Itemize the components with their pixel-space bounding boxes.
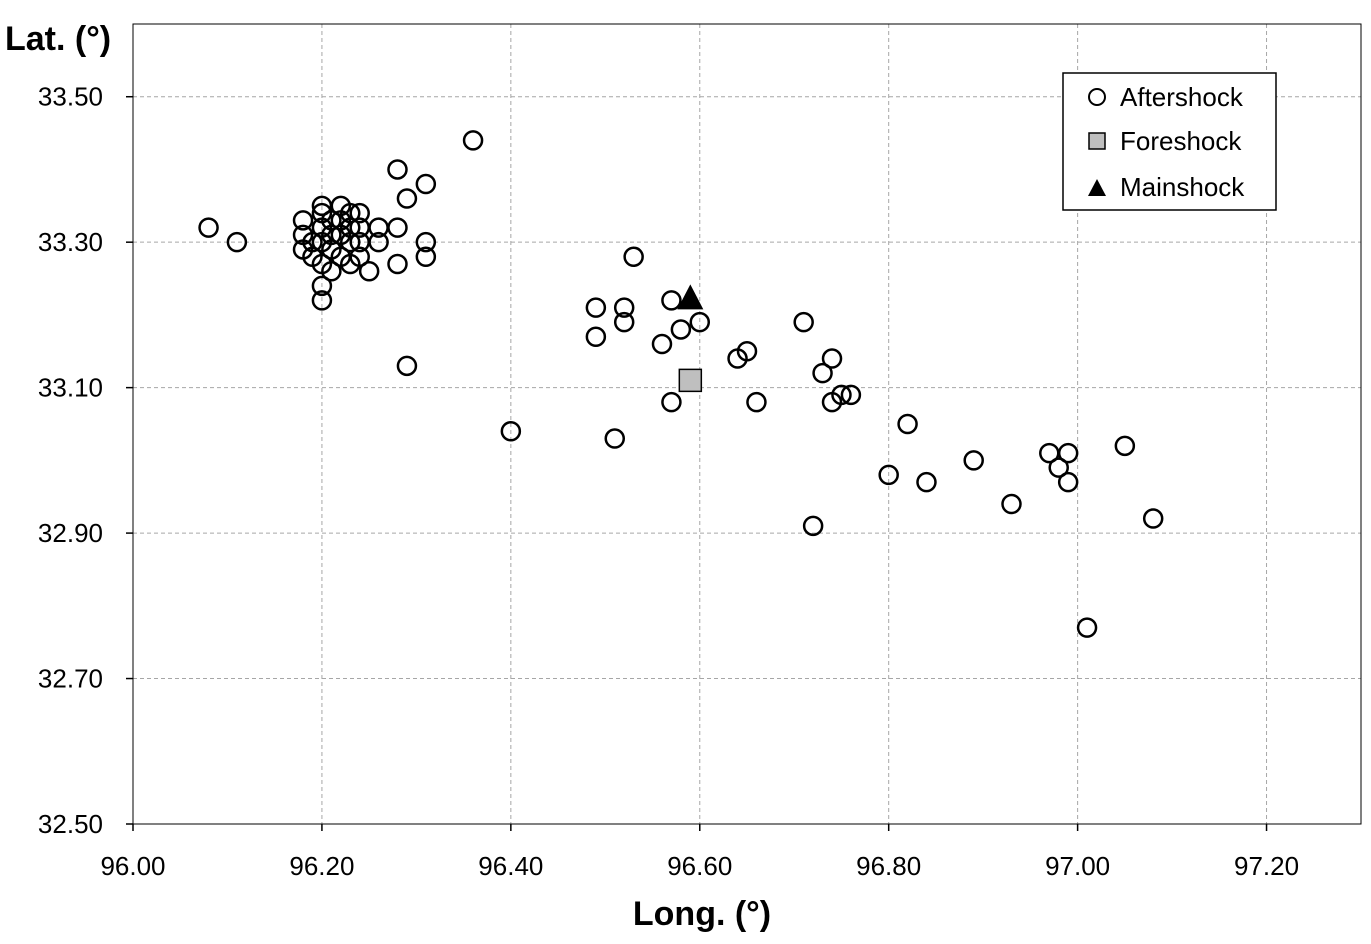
x-tick-label: 97.20 [1234, 851, 1299, 881]
y-tick-label: 32.90 [38, 518, 103, 548]
aftershock-point [585, 326, 607, 347]
aftershock-point [1114, 435, 1136, 457]
aftershock-point [623, 246, 644, 267]
x-axis-title: Long. (°) [633, 895, 771, 933]
aftershock-point [963, 450, 984, 471]
aftershock-point [670, 319, 692, 340]
aftershock-point [585, 297, 607, 318]
aftershock-point [311, 290, 333, 311]
y-tick-label: 33.10 [38, 373, 103, 403]
legend-foreshock-label: Foreshock [1120, 126, 1242, 156]
aftershock-point [736, 341, 758, 362]
aftershock-point [878, 464, 899, 486]
legend-aftershock-label: Aftershock [1120, 82, 1244, 112]
aftershock-point [349, 202, 370, 224]
aftershock-point [226, 231, 248, 253]
aftershock-point [340, 231, 361, 253]
aftershock-point [292, 210, 314, 231]
legend: Aftershock Foreshock Mainshock [1062, 72, 1277, 211]
aftershock-point [321, 261, 342, 282]
mainshock-point [677, 284, 704, 310]
aftershock-point [831, 384, 852, 406]
aftershock-point [661, 290, 682, 311]
aftershock-point [812, 362, 833, 384]
y-tick-label: 32.70 [38, 664, 103, 694]
aftershock-point [302, 231, 323, 253]
aftershock-point [1057, 471, 1079, 493]
aftershock-point [897, 413, 918, 435]
aftershock-point [604, 428, 626, 449]
aftershock-point [746, 391, 767, 413]
y-axis-ticks: 32.50 32.70 32.90 33.10 33.30 33.50 [38, 82, 133, 839]
aftershock-point [840, 384, 862, 406]
aftershock-point [368, 231, 389, 253]
aftershock-point [821, 348, 843, 369]
aftershock-point [387, 253, 408, 275]
aftershock-point [415, 173, 437, 195]
x-axis-ticks: 96.00 96.20 96.40 96.60 96.80 97.00 97.20 [100, 824, 1299, 881]
aftershock-point [793, 311, 814, 333]
x-tick-label: 96.80 [856, 851, 921, 881]
aftershock-point [415, 231, 437, 253]
aftershock-point [1001, 493, 1022, 515]
aftershock-point [1076, 617, 1098, 638]
aftershock-point [311, 275, 333, 297]
foreshock-point [678, 368, 703, 393]
aftershock-point [802, 515, 824, 537]
aftershock-point [613, 311, 635, 333]
legend-aftershock-marker [1088, 88, 1106, 106]
aftershock-point [387, 217, 408, 238]
aftershock-point [387, 159, 408, 180]
x-tick-label: 96.40 [478, 851, 543, 881]
x-tick-label: 97.00 [1045, 851, 1110, 881]
aftershock-point [1048, 457, 1069, 478]
aftershock-point [500, 421, 522, 442]
aftershock-point [396, 355, 418, 377]
aftershock-point [415, 246, 437, 267]
legend-mainshock-label: Mainshock [1120, 172, 1245, 202]
aftershock-point [916, 471, 937, 493]
y-tick-label: 32.50 [38, 809, 103, 839]
y-tick-label: 33.30 [38, 227, 103, 257]
aftershock-point [1057, 442, 1079, 464]
y-axis-title: Lat. (°) [5, 20, 111, 58]
aftershock-point [321, 210, 342, 231]
aftershock-point [613, 297, 635, 318]
aftershock-point [349, 246, 370, 267]
aftershock-point [396, 188, 418, 209]
aftershock-point [321, 224, 342, 246]
data-points [198, 130, 1164, 638]
x-tick-label: 96.60 [667, 851, 732, 881]
aftershock-point [661, 391, 682, 413]
plot-area-frame [132, 23, 1362, 825]
legend-foreshock-marker [1088, 132, 1106, 150]
aftershock-point [340, 217, 361, 238]
aftershock-point [462, 130, 484, 151]
aftershock-point [1142, 508, 1164, 529]
legend-mainshock-marker [1088, 179, 1106, 196]
aftershock-point [340, 202, 361, 224]
y-tick-label: 33.50 [38, 82, 103, 112]
x-tick-label: 96.20 [289, 851, 354, 881]
x-tick-label: 96.00 [100, 851, 165, 881]
aftershock-point [358, 261, 380, 282]
aftershock-point [689, 311, 711, 333]
aftershock-point [198, 217, 219, 238]
aftershock-point [651, 333, 673, 355]
